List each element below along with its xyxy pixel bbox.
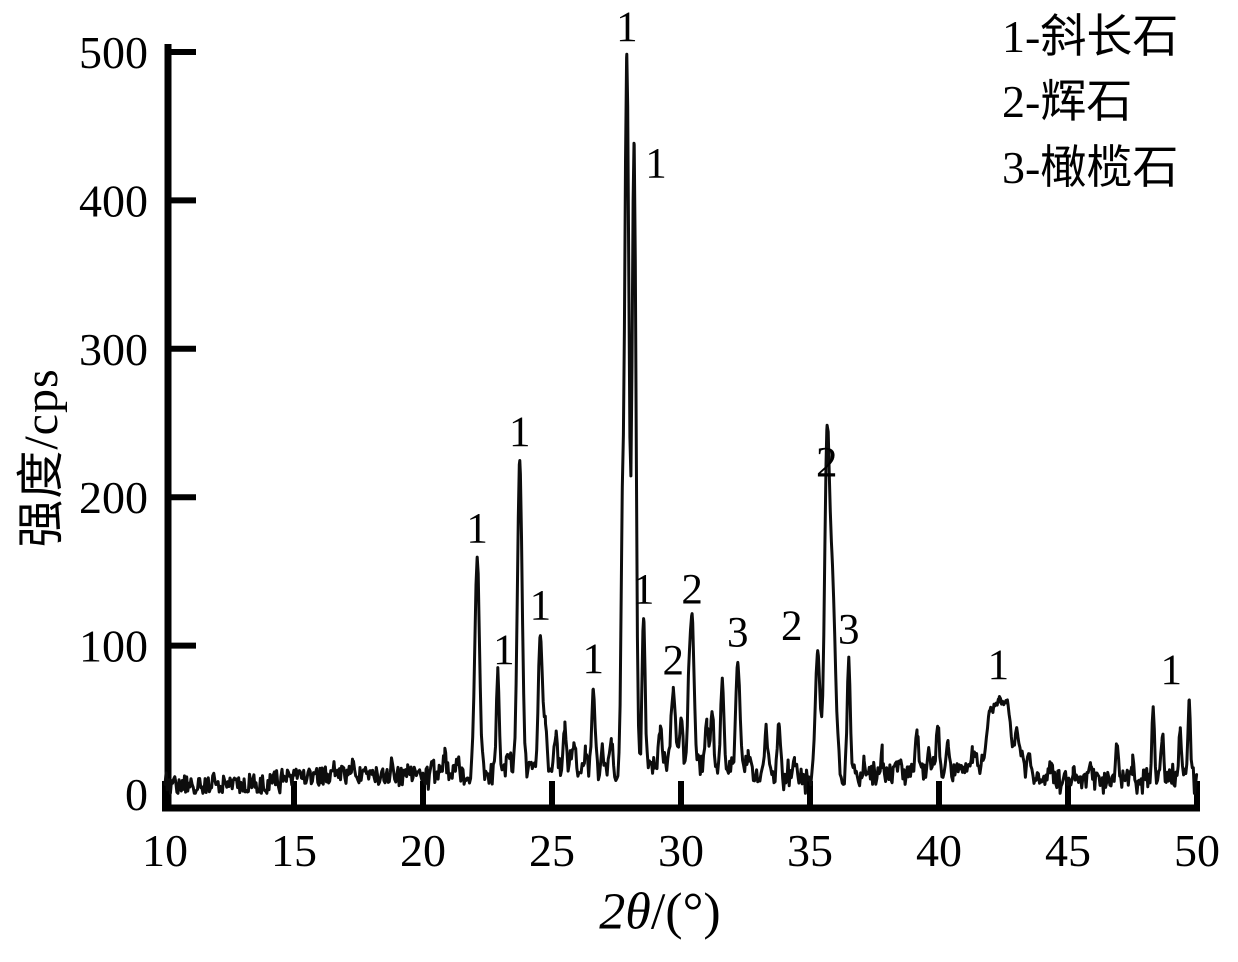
peak-label-1: 1: [616, 4, 638, 51]
y-tick-label: 0: [125, 769, 148, 820]
legend-item-olivine: 3-橄榄石: [1002, 141, 1179, 193]
x-axis-title-unit: /(°): [650, 883, 721, 941]
x-tick-label: 30: [658, 825, 704, 876]
y-tick-label: 300: [79, 324, 148, 375]
x-tick-label: 20: [400, 825, 446, 876]
y-tick-label: 200: [79, 472, 148, 523]
x-axis-title: 2θ/(°): [599, 883, 720, 942]
peak-label-3: 3: [727, 609, 749, 656]
peak-label-1: 1: [645, 140, 667, 187]
y-axis-title: 强度/cps: [15, 368, 68, 548]
peak-label-1: 1: [466, 506, 488, 553]
peak-label-3: 3: [838, 606, 860, 653]
peak-label-2: 2: [781, 603, 803, 650]
peak-label-2: 2: [663, 638, 685, 685]
legend: 1-斜长石 2-辉石 3-橄榄石: [1002, 4, 1178, 200]
x-tick-label: 45: [1045, 825, 1091, 876]
peak-label-1: 1: [988, 642, 1010, 689]
x-tick-label: 15: [271, 825, 317, 876]
y-tick-label: 400: [79, 175, 148, 226]
peak-label-1: 1: [1161, 647, 1183, 694]
peak-label-1: 1: [583, 636, 605, 683]
peak-label-1: 1: [530, 583, 552, 630]
x-tick-label: 35: [787, 825, 833, 876]
y-tick-label: 500: [79, 27, 148, 78]
peak-label-1: 1: [493, 627, 515, 674]
legend-item-plagioclase: 1-斜长石: [1002, 11, 1179, 62]
legend-item-pyroxene: 2-辉石: [1002, 76, 1133, 128]
peak-label-1: 1: [509, 409, 531, 456]
peak-label-2: 2: [681, 566, 703, 613]
y-tick-label: 100: [79, 621, 148, 672]
xrd-trace: [163, 52, 1199, 795]
x-tick-label: 25: [529, 825, 575, 876]
x-tick-label: 50: [1174, 825, 1220, 876]
peak-label-2: 2: [816, 440, 838, 487]
x-axis-title-symbol: 2θ: [599, 883, 651, 941]
x-tick-label: 40: [916, 825, 962, 876]
peak-label-1: 1: [633, 566, 655, 613]
x-tick-label: 10: [142, 825, 188, 876]
